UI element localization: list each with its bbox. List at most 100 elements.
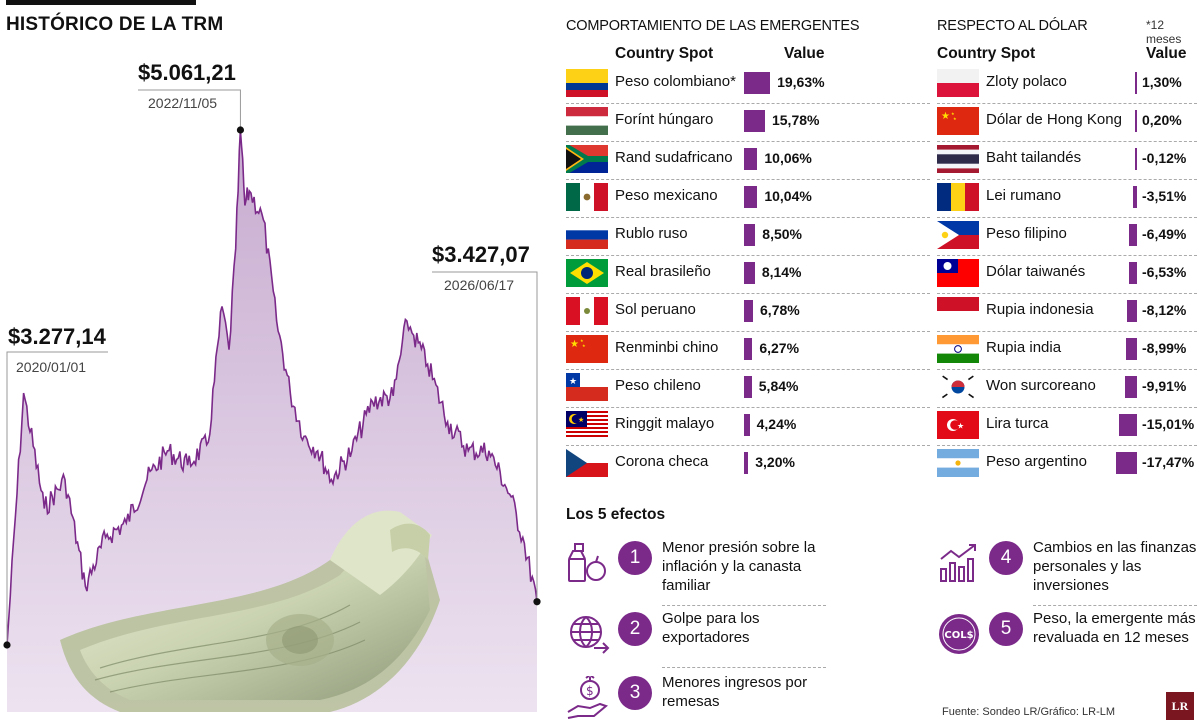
row-separator bbox=[566, 293, 930, 294]
annotation-leader-line bbox=[6, 351, 108, 645]
currency-name: Peso mexicano bbox=[615, 187, 718, 204]
currency-name: Rublo ruso bbox=[615, 225, 688, 242]
currency-name: Ringgit malayo bbox=[615, 415, 715, 432]
currency-row: Zloty polaco 1,30% bbox=[937, 66, 1197, 104]
annotation-point bbox=[3, 641, 11, 649]
currency-row: Rand sudafricano 10,06% bbox=[566, 142, 930, 180]
row-separator bbox=[937, 255, 1197, 256]
currency-name: Sol peruano bbox=[615, 301, 696, 318]
dolar-table-title: RESPECTO AL DÓLAR bbox=[937, 18, 1088, 34]
czech-flag bbox=[566, 449, 608, 477]
trm-area-chart: $3.277,14 2020/01/01 $5.061,21 2022/11/05 $3… bbox=[3, 60, 541, 712]
value-bar bbox=[744, 224, 756, 246]
svg-text:★: ★ bbox=[953, 116, 957, 121]
svg-text:★: ★ bbox=[580, 338, 584, 343]
currency-name: Lei rumano bbox=[986, 187, 1062, 204]
svg-text:★: ★ bbox=[569, 377, 577, 387]
china-flag: ★ ★ ★ bbox=[566, 335, 608, 363]
left-country-header: Country Spot bbox=[615, 45, 714, 62]
currency-row: Peso argentino -17,47% bbox=[937, 446, 1197, 484]
value-label: -6,53% bbox=[1142, 264, 1187, 280]
title-rule bbox=[6, 0, 196, 5]
value-bar bbox=[744, 186, 758, 208]
currency-row: Peso mexicano 10,04% bbox=[566, 180, 930, 218]
value-bar bbox=[744, 414, 750, 436]
currency-row: Sol peruano 6,78% bbox=[566, 294, 930, 332]
svg-text:★: ★ bbox=[951, 111, 955, 116]
taiwan-flag bbox=[937, 259, 979, 287]
value-label: 1,30% bbox=[1142, 74, 1182, 90]
value-bar bbox=[744, 110, 765, 132]
value-label: 8,50% bbox=[762, 226, 802, 242]
currency-row: ★ Peso chileno 5,84% bbox=[566, 370, 930, 408]
value-label: -8,12% bbox=[1142, 302, 1187, 318]
chile-flag: ★ bbox=[566, 373, 608, 401]
hong-kong-flag: ★ ★ ★ bbox=[937, 107, 979, 135]
svg-text:$: $ bbox=[586, 684, 594, 698]
currency-name: Peso colombiano* bbox=[615, 73, 736, 90]
row-separator bbox=[566, 407, 930, 408]
effect-item: $3 Menores ingresos por remesas bbox=[566, 673, 831, 727]
value-bar bbox=[1116, 452, 1137, 474]
currency-name: Forínt húngaro bbox=[615, 111, 714, 128]
annotation-date-label: 2026/06/17 bbox=[444, 277, 514, 293]
svg-text:★: ★ bbox=[957, 422, 964, 431]
effect-number-badge: 2 bbox=[618, 612, 652, 646]
effect-item: COL$ 5 Peso, la emergente más revaluada en… bbox=[937, 610, 1200, 674]
value-label: 4,24% bbox=[756, 416, 797, 432]
turkey-flag: ★ bbox=[937, 411, 979, 439]
row-separator bbox=[566, 331, 930, 332]
right-value-header: Value bbox=[1146, 45, 1187, 62]
currency-name: Real brasileño bbox=[615, 263, 711, 280]
currency-row: Baht tailandés -0,12% bbox=[937, 142, 1197, 180]
effect-item: 4 Cambios en las finanzas personales y la… bbox=[937, 539, 1200, 606]
argentina-flag bbox=[937, 449, 979, 477]
effect-separator bbox=[1033, 605, 1197, 606]
value-label: -9,91% bbox=[1142, 378, 1187, 394]
currency-row: Real brasileño 8,14% bbox=[566, 256, 930, 294]
currency-name: Peso argentino bbox=[986, 453, 1087, 470]
russia-flag bbox=[566, 221, 608, 249]
currency-row: Dólar taiwanés -6,53% bbox=[937, 256, 1197, 294]
effect-number-badge: 3 bbox=[618, 676, 652, 710]
poland-flag bbox=[937, 69, 979, 97]
value-bar bbox=[744, 300, 754, 322]
currency-row: Lei rumano -3,51% bbox=[937, 180, 1197, 218]
value-bar bbox=[1135, 148, 1137, 170]
svg-text:★: ★ bbox=[941, 111, 950, 122]
effect-number-badge: 5 bbox=[989, 612, 1023, 646]
value-label: 8,14% bbox=[761, 264, 802, 280]
colombia-flag bbox=[566, 69, 608, 97]
effect-number-badge: 4 bbox=[989, 541, 1023, 575]
currency-name: Renminbi chino bbox=[615, 339, 719, 356]
row-separator bbox=[937, 331, 1197, 332]
currency-name: Dólar taiwanés bbox=[986, 263, 1086, 280]
value-label: 10,04% bbox=[764, 188, 812, 204]
brazil-flag bbox=[566, 259, 608, 287]
value-label: 19,63% bbox=[777, 74, 825, 90]
value-bar bbox=[744, 72, 771, 94]
currency-name: Rand sudafricano bbox=[615, 149, 733, 166]
south-korea-flag bbox=[937, 373, 979, 401]
currency-row: Rupia indonesia -8,12% bbox=[937, 294, 1197, 332]
twelve-months-note: *12 meses bbox=[1146, 18, 1182, 46]
hand-coin-icon: $ bbox=[566, 673, 610, 720]
mexico-flag bbox=[566, 183, 608, 211]
right-country-header: Country Spot bbox=[937, 45, 1036, 62]
currency-row: ★ ★ ★ Renminbi chino 6,27% bbox=[566, 332, 930, 370]
chart-title: HISTÓRICO DE LA TRM bbox=[6, 14, 224, 35]
currency-name: Corona checa bbox=[615, 453, 709, 470]
effect-text: Golpe para los exportadores bbox=[662, 610, 760, 646]
currency-row: ★ Lira turca -15,01% bbox=[937, 408, 1197, 446]
row-separator bbox=[566, 103, 930, 104]
row-separator bbox=[937, 445, 1197, 446]
row-separator bbox=[566, 179, 930, 180]
value-label: 0,20% bbox=[1142, 112, 1182, 128]
value-bar bbox=[1129, 224, 1137, 246]
value-bar bbox=[744, 262, 755, 284]
currency-name: Dólar de Hong Kong bbox=[986, 111, 1122, 128]
value-label: -17,47% bbox=[1142, 454, 1195, 470]
currency-name: Peso chileno bbox=[615, 377, 701, 394]
value-bar bbox=[1127, 300, 1137, 322]
row-separator bbox=[566, 445, 930, 446]
